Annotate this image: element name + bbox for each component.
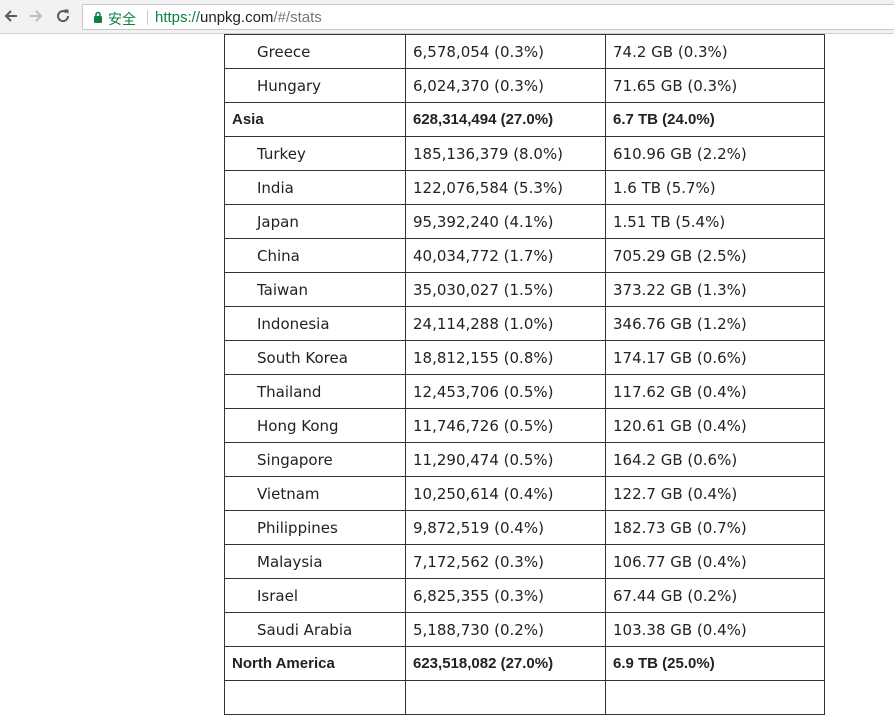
location-cell: Saudi Arabia: [224, 612, 406, 647]
location-cell: Japan: [224, 204, 406, 239]
location-cell: Hong Kong: [224, 408, 406, 443]
table-row: Thailand 12,453,706 (0.5%) 117.62 GB (0.4%…: [224, 374, 825, 409]
location-cell: Israel: [224, 578, 406, 613]
region-row: North America 623,518,082 (27.0%) 6.9 TB (…: [224, 646, 825, 681]
requests-cell: 6,024,370 (0.3%): [405, 68, 606, 103]
divider: [147, 10, 148, 25]
arrow-right-icon: [30, 10, 43, 22]
requests-cell: 24,114,288 (1.0%): [405, 306, 606, 341]
bandwidth-cell: 164.2 GB (0.6%): [605, 442, 825, 477]
location-cell: Asia: [224, 102, 406, 137]
location-cell: Singapore: [224, 442, 406, 477]
location-cell: Thailand: [224, 374, 406, 409]
address-bar[interactable]: 安全 https://unpkg.com/#/stats: [82, 4, 894, 30]
reload-button[interactable]: [52, 5, 74, 27]
requests-cell: 5,188,730 (0.2%): [405, 612, 606, 647]
requests-cell: 18,812,155 (0.8%): [405, 340, 606, 375]
location-cell: Malaysia: [224, 544, 406, 579]
requests-cell: 628,314,494 (27.0%): [405, 102, 606, 137]
lock-icon: [94, 11, 102, 23]
location-cell: Indonesia: [224, 306, 406, 341]
url-path: /#/stats: [273, 9, 322, 26]
table-row: Singapore 11,290,474 (0.5%) 164.2 GB (0.6%…: [224, 442, 825, 477]
table-row: Japan 95,392,240 (4.1%) 1.51 TB (5.4%): [224, 204, 825, 239]
table-row: India 122,076,584 (5.3%) 1.6 TB (5.7%): [224, 170, 825, 205]
table-row: Turkey 185,136,379 (8.0%) 610.96 GB (2.2%): [224, 136, 825, 171]
stats-table: Greece 6,578,054 (0.3%) 74.2 GB (0.3%) Hung…: [224, 34, 825, 715]
bandwidth-cell: 67.44 GB (0.2%): [605, 578, 825, 613]
table-row: Taiwan 35,030,027 (1.5%) 373.22 GB (1.3%): [224, 272, 825, 307]
table-row: Indonesia 24,114,288 (1.0%) 346.76 GB (1.2…: [224, 306, 825, 341]
table-row: Malaysia 7,172,562 (0.3%) 106.77 GB (0.4%): [224, 544, 825, 579]
requests-cell: 11,746,726 (0.5%): [405, 408, 606, 443]
url-scheme: https://: [155, 9, 201, 26]
back-button[interactable]: [0, 5, 22, 27]
bandwidth-cell: 117.62 GB (0.4%): [605, 374, 825, 409]
table-row: South Korea 18,812,155 (0.8%) 174.17 GB (0…: [224, 340, 825, 375]
url-host: unpkg.com: [200, 9, 274, 26]
location-cell: Hungary: [224, 68, 406, 103]
url-text[interactable]: https://unpkg.com/#/stats: [155, 9, 322, 26]
location-cell: Greece: [224, 34, 406, 69]
bandwidth-cell: 103.38 GB (0.4%): [605, 612, 825, 647]
forward-button[interactable]: [25, 5, 47, 27]
requests-cell: 11,290,474 (0.5%): [405, 442, 606, 477]
table-row: Saudi Arabia 5,188,730 (0.2%) 103.38 GB (0…: [224, 612, 825, 647]
requests-cell: [405, 680, 606, 715]
bandwidth-cell: 122.7 GB (0.4%): [605, 476, 825, 511]
location-cell: Taiwan: [224, 272, 406, 307]
security-label: 安全: [108, 12, 136, 28]
arrow-left-icon: [4, 10, 17, 22]
location-cell: North America: [224, 646, 406, 681]
table-row: Hungary 6,024,370 (0.3%) 71.65 GB (0.3%): [224, 68, 825, 103]
bandwidth-cell: 346.76 GB (1.2%): [605, 306, 825, 341]
table-row: [224, 680, 825, 715]
region-row: Asia 628,314,494 (27.0%) 6.7 TB (24.0%): [224, 102, 825, 137]
requests-cell: 122,076,584 (5.3%): [405, 170, 606, 205]
bandwidth-cell: 174.17 GB (0.6%): [605, 340, 825, 375]
requests-cell: 9,872,519 (0.4%): [405, 510, 606, 545]
bandwidth-cell: 106.77 GB (0.4%): [605, 544, 825, 579]
bandwidth-cell: 610.96 GB (2.2%): [605, 136, 825, 171]
requests-cell: 35,030,027 (1.5%): [405, 272, 606, 307]
requests-cell: 7,172,562 (0.3%): [405, 544, 606, 579]
reload-icon: [57, 9, 70, 23]
location-cell: China: [224, 238, 406, 273]
requests-cell: 12,453,706 (0.5%): [405, 374, 606, 409]
requests-cell: 10,250,614 (0.4%): [405, 476, 606, 511]
location-cell: Philippines: [224, 510, 406, 545]
bandwidth-cell: 120.61 GB (0.4%): [605, 408, 825, 443]
requests-cell: 6,825,355 (0.3%): [405, 578, 606, 613]
table-row: Vietnam 10,250,614 (0.4%) 122.7 GB (0.4%): [224, 476, 825, 511]
bandwidth-cell: 1.51 TB (5.4%): [605, 204, 825, 239]
requests-cell: 95,392,240 (4.1%): [405, 204, 606, 239]
location-cell: South Korea: [224, 340, 406, 375]
location-cell: India: [224, 170, 406, 205]
location-cell: [224, 680, 406, 715]
bandwidth-cell: 71.65 GB (0.3%): [605, 68, 825, 103]
requests-cell: 185,136,379 (8.0%): [405, 136, 606, 171]
bandwidth-cell: 6.9 TB (25.0%): [605, 646, 825, 681]
bandwidth-cell: 705.29 GB (2.5%): [605, 238, 825, 273]
table-row: China 40,034,772 (1.7%) 705.29 GB (2.5%): [224, 238, 825, 273]
requests-cell: 6,578,054 (0.3%): [405, 34, 606, 69]
location-cell: Turkey: [224, 136, 406, 171]
location-cell: Vietnam: [224, 476, 406, 511]
requests-cell: 40,034,772 (1.7%): [405, 238, 606, 273]
bandwidth-cell: 74.2 GB (0.3%): [605, 34, 825, 69]
table-row: Israel 6,825,355 (0.3%) 67.44 GB (0.2%): [224, 578, 825, 613]
table-row: Greece 6,578,054 (0.3%) 74.2 GB (0.3%): [224, 34, 825, 69]
browser-toolbar: 安全 https://unpkg.com/#/stats: [0, 0, 894, 34]
bandwidth-cell: 6.7 TB (24.0%): [605, 102, 825, 137]
table-row: Hong Kong 11,746,726 (0.5%) 120.61 GB (0.4…: [224, 408, 825, 443]
bandwidth-cell: 182.73 GB (0.7%): [605, 510, 825, 545]
bandwidth-cell: 373.22 GB (1.3%): [605, 272, 825, 307]
table-row: Philippines 9,872,519 (0.4%) 182.73 GB (0.…: [224, 510, 825, 545]
requests-cell: 623,518,082 (27.0%): [405, 646, 606, 681]
bandwidth-cell: [605, 680, 825, 715]
bandwidth-cell: 1.6 TB (5.7%): [605, 170, 825, 205]
